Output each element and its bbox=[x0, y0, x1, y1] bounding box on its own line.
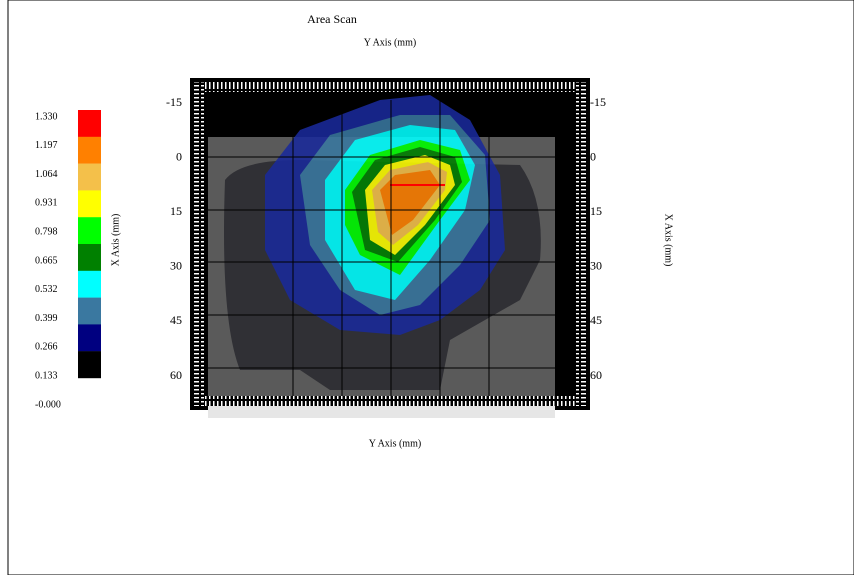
right-tick-label: 45 bbox=[590, 313, 602, 327]
left-axis-label: X Axis (mm) bbox=[110, 214, 121, 267]
right-tick-label: 60 bbox=[590, 368, 602, 382]
left-tick-label: 15 bbox=[170, 204, 182, 218]
right-axis-label: X Axis (mm) bbox=[663, 214, 674, 267]
scale-label: 0.532 bbox=[35, 284, 58, 295]
scale-label: 0.931 bbox=[35, 198, 58, 209]
color-band bbox=[78, 270, 101, 298]
scale-label: 0.665 bbox=[35, 255, 58, 266]
right-tick-label: 15 bbox=[590, 204, 602, 218]
bottom-axis-label: Y Axis (mm) bbox=[369, 438, 421, 449]
left-tick-label: 0 bbox=[176, 149, 182, 163]
color-band bbox=[78, 217, 101, 245]
scale-label: 0.266 bbox=[35, 342, 58, 353]
color-band bbox=[78, 324, 101, 352]
scale-label: 0.798 bbox=[35, 226, 58, 237]
color-band bbox=[78, 136, 101, 164]
color-band bbox=[78, 163, 101, 191]
left-tick-label: 30 bbox=[170, 259, 182, 273]
color-band bbox=[78, 351, 101, 379]
right-tick-label: 0 bbox=[590, 149, 596, 163]
right-tick-label: -15 bbox=[590, 95, 606, 109]
right-tick-label: 30 bbox=[590, 259, 602, 273]
plot bbox=[190, 78, 590, 418]
scale-label: 0.133 bbox=[35, 370, 58, 381]
top-axis-label: Y Axis (mm) bbox=[364, 37, 416, 48]
scale-label: 1.064 bbox=[35, 169, 58, 180]
color-band bbox=[78, 244, 101, 271]
scale-label: 1.330 bbox=[35, 111, 58, 122]
scale-label: -0.000 bbox=[35, 399, 61, 410]
scale-label: 0.399 bbox=[35, 313, 58, 324]
left-tick-label: 60 bbox=[170, 368, 182, 382]
left-tick-label: 45 bbox=[170, 313, 182, 327]
title: Area Scan bbox=[307, 12, 357, 26]
color-band bbox=[78, 297, 101, 325]
scale-label: 1.197 bbox=[35, 140, 58, 151]
left-tick-label: -15 bbox=[166, 95, 182, 109]
color-band bbox=[78, 110, 101, 137]
color-band bbox=[78, 190, 101, 218]
